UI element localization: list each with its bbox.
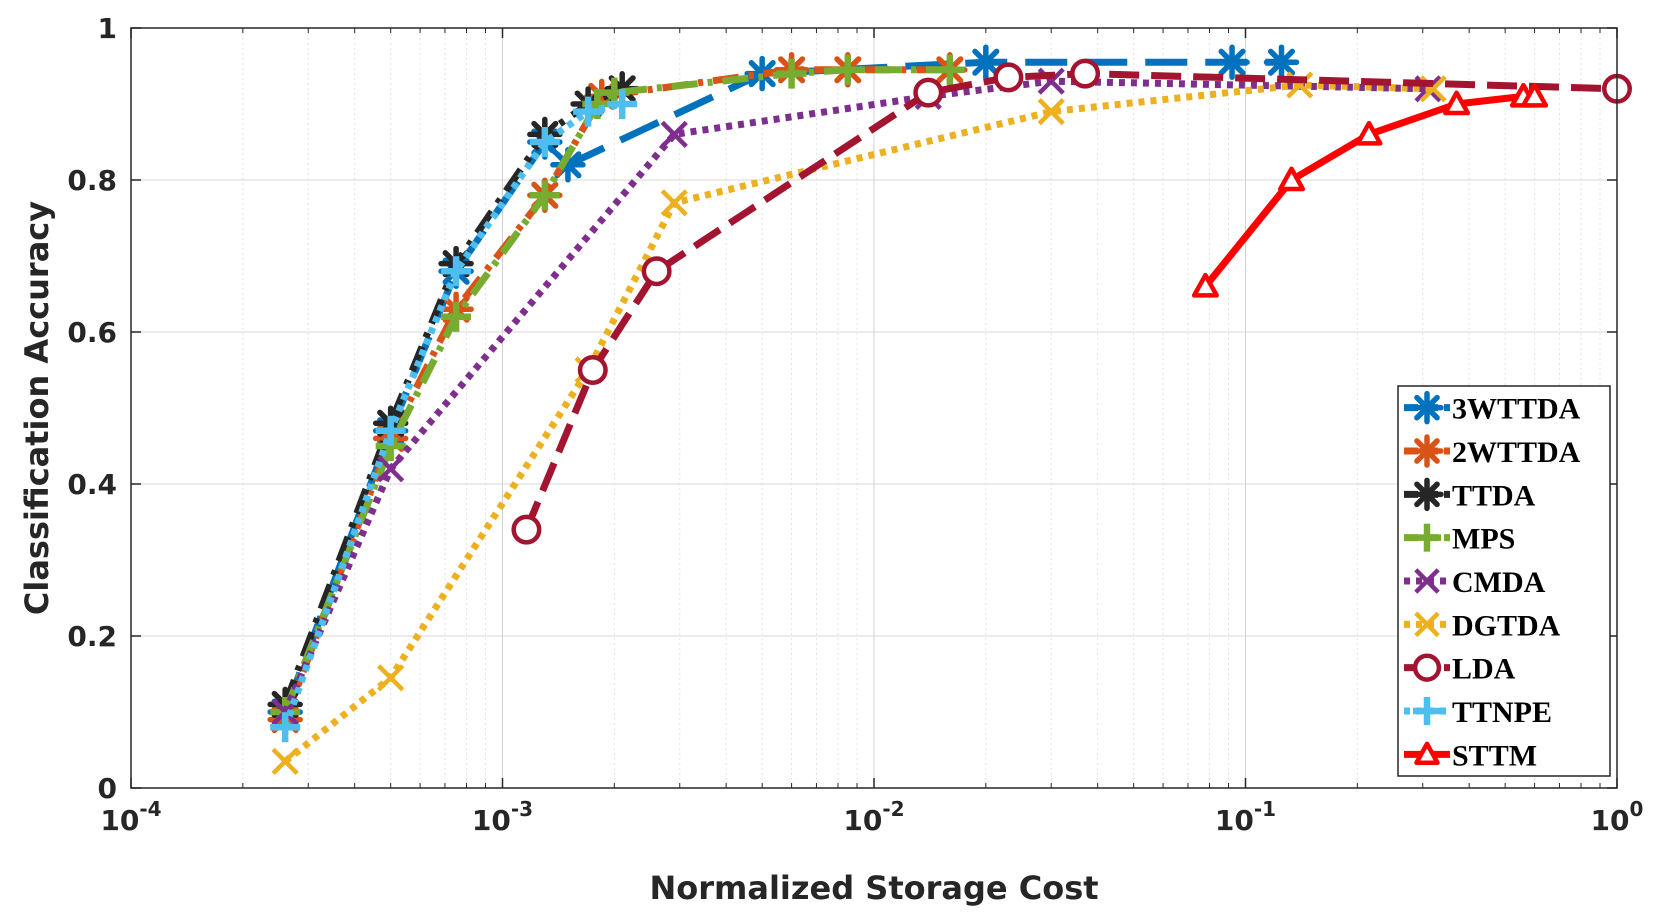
y-tick-label: 0.8: [67, 164, 117, 197]
y-tick-label: 0.4: [67, 468, 117, 501]
data-point-marker: [607, 89, 638, 119]
x-tick-label: 10-1: [1215, 797, 1276, 837]
legend-label: 2WTTDA: [1452, 436, 1581, 469]
y-axis-title: Classification Accuracy: [18, 201, 56, 615]
data-point-marker: [1191, 272, 1219, 298]
x-axis-title: Normalized Storage Cost: [649, 869, 1098, 907]
y-tick-label: 0.6: [67, 316, 117, 349]
legend-label: CMDA: [1452, 566, 1546, 599]
legend-label: TTNPE: [1452, 696, 1552, 729]
x-tick-label: 10-3: [472, 797, 533, 837]
data-point-marker: [441, 301, 472, 332]
data-point-marker: [1214, 44, 1250, 80]
y-tick-label: 0: [98, 772, 117, 805]
legend-label: 3WTTDA: [1452, 393, 1581, 426]
data-point-marker: [1414, 568, 1440, 594]
data-point-marker: [968, 44, 1004, 80]
x-tick-exponent: 0: [1630, 797, 1644, 821]
x-tick-label: 100: [1591, 797, 1644, 837]
data-point-marker: [1070, 58, 1101, 89]
series-line: [281, 100, 623, 729]
data-point-marker: [1413, 697, 1441, 725]
x-tick-label: 10-2: [843, 797, 904, 837]
legend-item: LDA: [1404, 653, 1516, 686]
series-mps: [270, 54, 965, 727]
y-tick-label: 1: [98, 12, 117, 45]
data-point-marker: [1037, 98, 1065, 126]
x-tick-exponent: -4: [139, 797, 161, 821]
data-point-marker: [270, 712, 301, 743]
data-point-marker: [1410, 477, 1444, 512]
legend-label: MPS: [1452, 523, 1515, 556]
data-point-marker: [375, 415, 406, 446]
data-point-marker: [529, 127, 560, 157]
series-ttnpe: [270, 89, 638, 743]
series-sttm: [1191, 82, 1549, 298]
data-point-marker: [1414, 611, 1440, 638]
legend-label: STTM: [1452, 739, 1537, 772]
legend-item: 3WTTDA: [1404, 390, 1581, 426]
legend-item: STTM: [1404, 739, 1537, 772]
data-point-marker: [1443, 90, 1471, 116]
x-tick-base: 10: [1591, 804, 1630, 837]
x-tick-exponent: -1: [1254, 797, 1276, 821]
data-point-marker: [1413, 523, 1441, 552]
data-point-marker: [660, 189, 688, 217]
legend-item: CMDA: [1404, 566, 1546, 599]
data-point-marker: [660, 120, 688, 148]
legend-label: TTDA: [1452, 479, 1536, 512]
data-point-marker: [1521, 82, 1549, 108]
x-tick-base: 10: [843, 804, 882, 837]
legend-item: 2WTTDA: [1404, 434, 1581, 469]
data-point-marker: [934, 54, 965, 85]
data-point-marker: [1355, 120, 1383, 146]
data-point-marker: [573, 96, 604, 127]
data-point-marker: [832, 54, 863, 85]
legend-label: DGTDA: [1452, 609, 1561, 642]
data-point-marker: [776, 58, 807, 89]
data-point-marker: [993, 62, 1024, 93]
data-point-marker: [1412, 653, 1442, 682]
data-point-marker: [377, 455, 405, 483]
legend-item: TTDA: [1404, 477, 1536, 512]
legend-item: DGTDA: [1404, 609, 1561, 642]
data-point-marker: [529, 180, 560, 211]
data-point-marker: [1414, 741, 1440, 765]
x-tick-base: 10: [100, 804, 139, 837]
data-point-marker: [271, 747, 299, 775]
series-lda: [511, 58, 1632, 545]
x-tick-base: 10: [472, 804, 511, 837]
legend-item: TTNPE: [1404, 696, 1552, 729]
data-point-marker: [641, 256, 672, 287]
legend-item: MPS: [1404, 523, 1515, 556]
y-tick-label: 0.2: [67, 620, 117, 653]
x-tick-label: 10-4: [100, 797, 161, 837]
x-tick-exponent: -3: [511, 797, 533, 821]
legend: 3WTTDA 2WTTDA TTDA MPS CMDA DGTDA LDA TTNPE STTM: [1397, 385, 1611, 777]
data-point-marker: [1410, 390, 1444, 425]
data-point-marker: [577, 355, 608, 385]
series-layer: [267, 44, 1632, 775]
data-point-marker: [913, 77, 944, 108]
data-point-marker: [1263, 44, 1300, 80]
legend-label: LDA: [1452, 653, 1516, 686]
series-line: [281, 77, 1429, 714]
data-point-marker: [377, 664, 405, 692]
data-point-marker: [1278, 166, 1306, 192]
x-tick-base: 10: [1215, 804, 1254, 837]
data-point-marker: [511, 514, 542, 545]
data-point-marker: [441, 256, 472, 287]
x-tick-exponent: -2: [882, 797, 904, 821]
data-point-marker: [1410, 434, 1444, 468]
